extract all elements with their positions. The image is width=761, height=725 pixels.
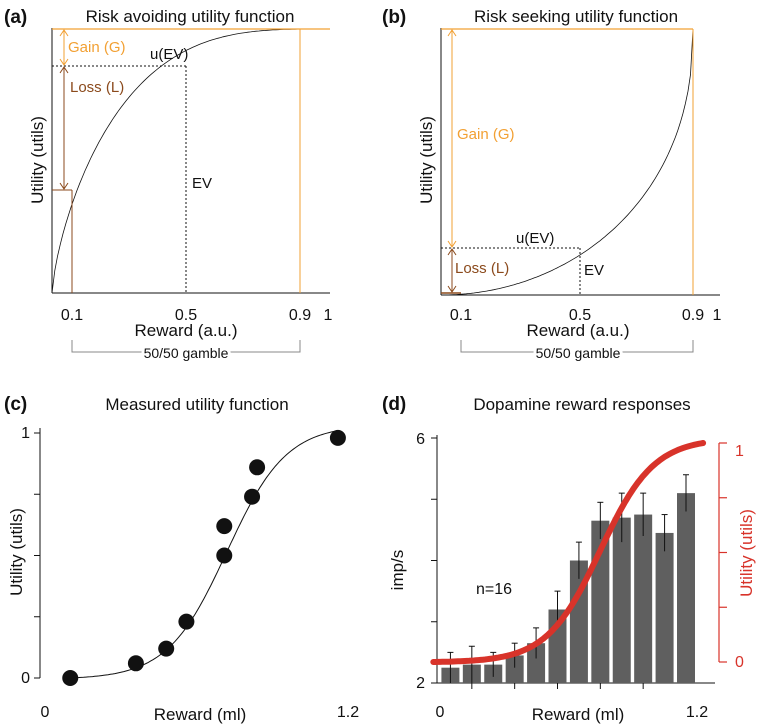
panel-a-loss-label: Loss (L) [70, 79, 124, 96]
panel-c-ytick-1: 1 [21, 425, 30, 442]
panel-d-x-ticks [471, 683, 644, 689]
panel-d-ytick-6: 6 [416, 431, 425, 448]
panel-b-title: Risk seeking utility function [474, 7, 678, 26]
panel-b-tick-0.9: 0.9 [682, 307, 704, 324]
panel-d-y2tick-1: 1 [735, 443, 744, 460]
panel-a-tick-0.1: 0.1 [61, 307, 83, 324]
panel-d-bar [677, 493, 695, 683]
panel-a-gain-arrowheads [59, 29, 69, 66]
panel-b-gamble-label: 50/50 gamble [536, 345, 621, 361]
panel-c-ytick-0: 0 [21, 670, 30, 687]
panel-c-point [178, 613, 195, 630]
panel-c-xtick-1.2: 1.2 [337, 704, 359, 721]
panel-b-gain-arrowheads [447, 29, 457, 248]
panel-b-letter: (b) [382, 7, 406, 28]
panel-b-ylabel: Utility (utils) [417, 116, 436, 204]
panel-d-ytick-2: 2 [416, 675, 425, 692]
panel-c: (c) Measured utility function Utility (u… [4, 394, 359, 724]
panel-c-point [158, 640, 175, 657]
panel-d-ylabel: imp/s [388, 550, 407, 591]
panel-d-title: Dopamine reward responses [473, 395, 690, 414]
panel-a-ev-label: EV [192, 175, 212, 192]
panel-d-xtick-1.2: 1.2 [686, 704, 708, 721]
panel-d-n-annotation: n=16 [476, 581, 512, 598]
panel-c-fit-curve [70, 430, 338, 679]
panel-b-tick-0.5: 0.5 [569, 307, 591, 324]
panel-d-bar [634, 514, 653, 683]
panel-d-bar [527, 643, 546, 683]
panel-a-ylabel: Utility (utils) [28, 116, 47, 204]
panel-c-title: Measured utility function [105, 395, 288, 414]
panel-d-y2tick-0: 0 [735, 654, 744, 671]
panel-a-tick-0.9: 0.9 [289, 307, 311, 324]
panel-c-point [329, 429, 346, 446]
panel-b: (b) Risk seeking utility function Utilit… [382, 7, 722, 364]
panel-b-xlabel: Reward (a.u.) [527, 321, 630, 340]
panel-c-point [216, 547, 233, 564]
panel-c-point [244, 488, 261, 505]
panel-c-y-ticks [34, 432, 40, 679]
panel-d-xlabel: Reward (ml) [532, 705, 625, 724]
panel-b-uev-label: u(EV) [516, 230, 554, 247]
panel-b-tick-0.1: 0.1 [450, 307, 472, 324]
panel-d-bars [441, 474, 695, 683]
panel-a-tick-0.5: 0.5 [175, 307, 197, 324]
panel-d-bar [612, 517, 631, 683]
panel-d-xtick-0: 0 [436, 704, 445, 721]
panel-a: (a) Risk avoiding utility function Utili… [4, 7, 333, 364]
panel-a-gain-label: Gain (G) [68, 39, 126, 56]
panel-b-loss-arrowheads [447, 248, 457, 293]
panel-d-bar [655, 532, 674, 683]
panel-c-point [216, 518, 233, 535]
panel-a-gamble-label: 50/50 gamble [144, 345, 229, 361]
panel-d-letter: (d) [382, 394, 406, 415]
panel-a-loss-arrowheads [59, 66, 69, 190]
panel-a-tick-1: 1 [324, 307, 333, 324]
panel-c-point [62, 670, 79, 686]
panel-d-y-ticks [431, 437, 437, 684]
panel-c-xlabel: Reward (ml) [154, 705, 247, 724]
panel-d-y2-ticks [719, 442, 727, 663]
panel-b-tick-1: 1 [713, 307, 722, 324]
panel-d: (d) Dopamine reward responses imp/s 6 2 … [382, 394, 756, 724]
panel-b-utility-curve [441, 28, 694, 296]
panel-c-letter: (c) [4, 394, 27, 415]
panel-a-letter: (a) [4, 7, 27, 28]
panel-d-bar [505, 655, 524, 683]
panel-b-loss-label: Loss (L) [455, 260, 509, 277]
panel-d-bar [569, 560, 588, 683]
panel-c-ylabel: Utility (utils) [7, 508, 26, 596]
panel-c-points [62, 429, 346, 686]
panel-c-point [249, 459, 266, 476]
panel-a-xlabel: Reward (a.u.) [135, 321, 238, 340]
panel-c-point [127, 655, 144, 672]
panel-a-title: Risk avoiding utility function [86, 7, 295, 26]
panel-b-ev-label: EV [584, 262, 604, 279]
panel-a-uev-label: u(EV) [150, 46, 188, 63]
panel-b-gamble-bracket [460, 340, 694, 353]
panel-a-utility-curve [51, 28, 328, 294]
panel-b-gain-label: Gain (G) [457, 126, 515, 143]
panel-d-y2label: Utility (utils) [737, 509, 756, 597]
panel-c-xtick-0: 0 [41, 704, 50, 721]
panel-a-gamble-bracket [71, 340, 301, 353]
panel-d-utility-curve [430, 440, 707, 665]
